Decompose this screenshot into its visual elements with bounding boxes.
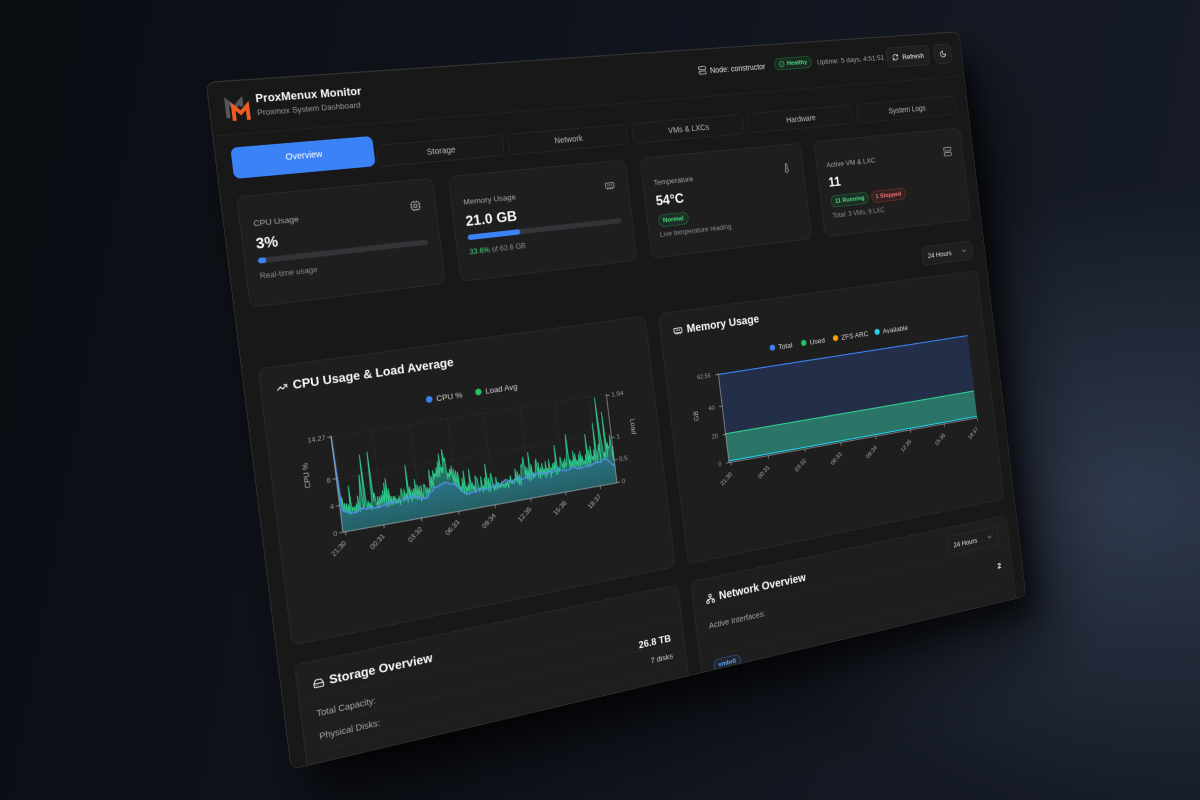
svg-text:62.56: 62.56 xyxy=(697,373,711,381)
svg-text:0: 0 xyxy=(718,462,722,468)
svg-text:00:31: 00:31 xyxy=(756,464,771,480)
svg-text:Total: Total xyxy=(778,341,793,351)
svg-text:20: 20 xyxy=(712,434,719,441)
svg-text:Load Avg: Load Avg xyxy=(485,382,518,396)
svg-text:00:31: 00:31 xyxy=(368,532,386,551)
svg-text:18:37: 18:37 xyxy=(967,425,980,440)
svg-text:12:35: 12:35 xyxy=(899,438,912,454)
svg-text:06:33: 06:33 xyxy=(829,450,843,466)
svg-text:ZFS ARC: ZFS ARC xyxy=(841,329,869,341)
svg-text:14.27: 14.27 xyxy=(307,434,326,445)
svg-text:15:36: 15:36 xyxy=(933,432,946,448)
svg-text:0.5: 0.5 xyxy=(619,454,629,463)
svg-text:CPU %: CPU % xyxy=(436,390,463,403)
svg-text:03:32: 03:32 xyxy=(406,525,424,544)
svg-text:06:33: 06:33 xyxy=(444,518,462,536)
svg-text:09:34: 09:34 xyxy=(865,444,879,460)
svg-text:15:36: 15:36 xyxy=(552,499,569,517)
svg-text:18:37: 18:37 xyxy=(586,493,602,511)
svg-text:21:30: 21:30 xyxy=(329,539,348,558)
svg-text:12:35: 12:35 xyxy=(516,505,533,523)
svg-text:1.94: 1.94 xyxy=(611,389,624,399)
svg-text:21:30: 21:30 xyxy=(719,470,734,487)
svg-text:0: 0 xyxy=(333,529,338,538)
svg-text:1: 1 xyxy=(616,433,620,441)
svg-text:Available: Available xyxy=(882,323,908,335)
svg-text:8: 8 xyxy=(326,476,331,485)
svg-text:03:32: 03:32 xyxy=(793,457,807,473)
svg-text:GB: GB xyxy=(692,410,700,422)
svg-text:Load: Load xyxy=(628,418,637,435)
svg-text:Used: Used xyxy=(809,336,825,346)
svg-text:09:34: 09:34 xyxy=(480,512,497,530)
svg-text:40: 40 xyxy=(708,405,715,412)
svg-text:0: 0 xyxy=(621,477,625,485)
svg-text:CPU %: CPU % xyxy=(301,462,313,489)
svg-text:4: 4 xyxy=(330,502,335,511)
